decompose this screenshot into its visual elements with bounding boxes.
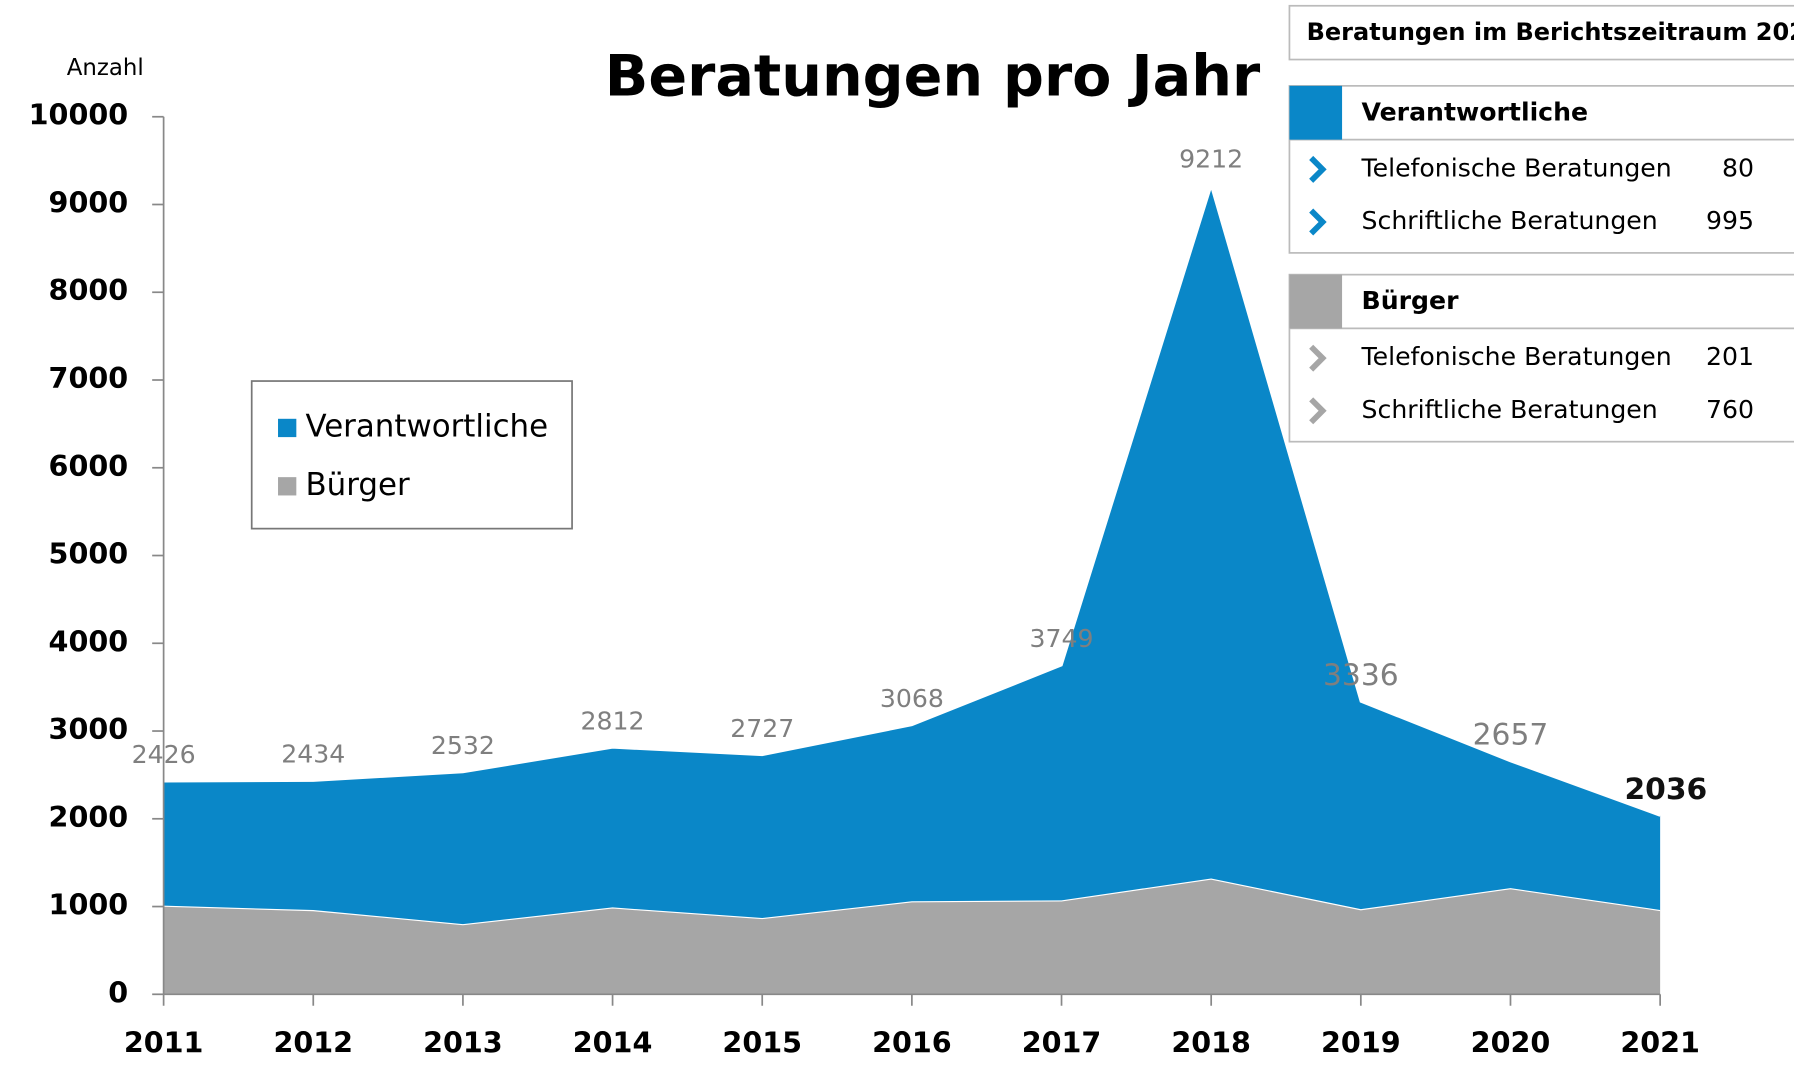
legend-label: Verantwortliche: [305, 408, 548, 444]
panel-item-label: Telefonische Beratungen: [1361, 342, 1672, 371]
panel-group-name: Bürger: [1362, 286, 1460, 315]
panel-item-value: 995: [1706, 206, 1754, 235]
data-label: 2532: [431, 731, 495, 760]
y-tick-label: 3000: [49, 712, 129, 746]
legend-swatch: [278, 418, 297, 438]
panel-item-value: 201: [1706, 342, 1754, 371]
panel-group-swatch: [1289, 274, 1343, 329]
data-label: 2812: [581, 706, 645, 735]
panel-title-box: [1288, 4, 1794, 61]
x-tick-label: 2019: [1321, 1026, 1401, 1060]
data-label: 2727: [730, 714, 794, 743]
area: [163, 878, 1661, 995]
panel-title: Beratungen im Berichtszeitraum 2021: [1307, 18, 1794, 46]
x-tick-label: 2012: [273, 1026, 353, 1060]
data-label: 2036: [1624, 772, 1707, 807]
y-tick-label: 4000: [49, 624, 129, 658]
panel-group-box: [1288, 84, 1794, 254]
x-tick-label: 2017: [1022, 1026, 1102, 1060]
x-tick-label: 2018: [1171, 1026, 1251, 1060]
data-label: 3749: [1030, 624, 1094, 653]
y-axis-label: Anzahl: [67, 55, 144, 81]
x-tick-label: 2015: [722, 1026, 802, 1060]
legend-swatch: [278, 477, 297, 496]
panel-group-box: [1288, 273, 1794, 443]
data-label: 9212: [1179, 145, 1243, 174]
y-tick-label: 7000: [49, 361, 129, 395]
y-tick-label: 5000: [49, 537, 129, 571]
panel-item-label: Telefonische Beratungen: [1361, 153, 1672, 182]
y-tick-label: 8000: [49, 273, 129, 307]
chevron: [1309, 397, 1327, 425]
legend-label: Bürger: [305, 467, 409, 503]
chart-title: Beratungen pro Jahr: [605, 44, 1261, 110]
y-tick-label: 1000: [49, 888, 129, 922]
x-tick-label: 2011: [124, 1026, 204, 1060]
y-tick-label: 6000: [49, 449, 129, 483]
area: [163, 185, 1661, 925]
data-label: 3068: [880, 684, 944, 713]
panel-item-value: 80: [1722, 153, 1754, 182]
x-tick-label: 2013: [423, 1026, 503, 1060]
y-tick-label: 2000: [49, 800, 129, 834]
panel-item-label: Schriftliche Beratungen: [1362, 206, 1658, 235]
area-edge: [163, 181, 1661, 817]
data-label: 2434: [281, 740, 345, 769]
x-tick-label: 2014: [573, 1026, 653, 1060]
data-label: 3336: [1323, 658, 1399, 693]
y-tick-label: 10000: [29, 98, 128, 132]
chevron: [1309, 208, 1327, 236]
x-tick-label: 2020: [1471, 1026, 1551, 1060]
panel-group-name: Verantwortliche: [1362, 97, 1589, 126]
panel-group-swatch: [1289, 85, 1343, 140]
x-tick-label: 2021: [1620, 1026, 1700, 1060]
y-tick-label: 0: [108, 975, 128, 1009]
data-label: 2657: [1473, 717, 1549, 752]
panel-item-value: 760: [1706, 395, 1754, 424]
y-tick-label: 9000: [49, 186, 129, 220]
x-tick-label: 2016: [872, 1026, 952, 1060]
chevron: [1309, 155, 1327, 183]
legend-box: [250, 380, 573, 530]
chevron: [1309, 344, 1327, 372]
panel-item-label: Schriftliche Beratungen: [1362, 395, 1658, 424]
